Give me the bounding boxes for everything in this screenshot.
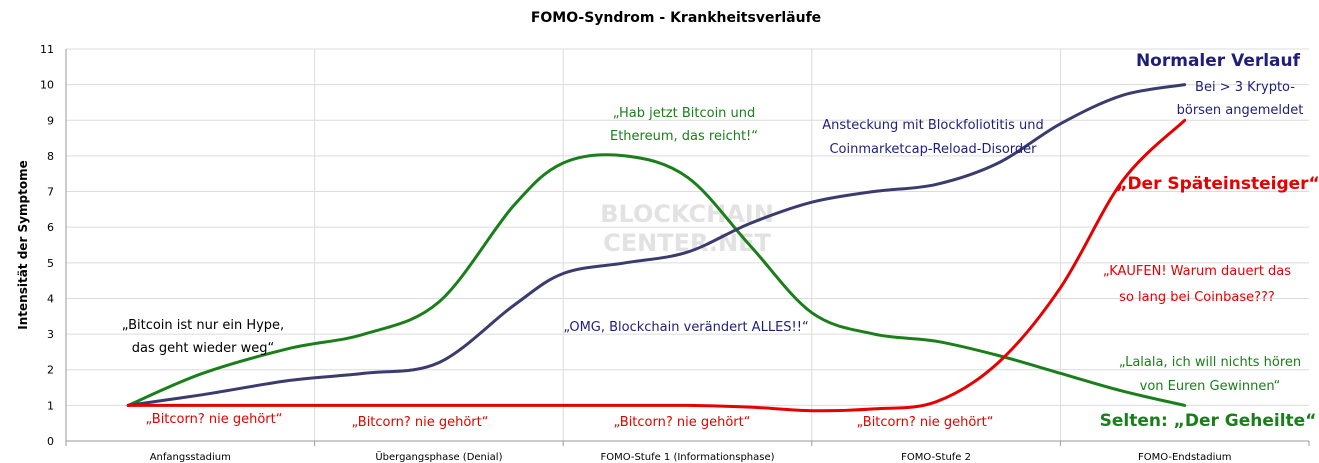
x-tick-label: FOMO-Stufe 1 (Informationsphase)	[600, 452, 774, 463]
x-tick-label: Übergangsphase (Denial)	[375, 450, 502, 463]
y-tick-label: 9	[47, 114, 54, 127]
series-lines	[126, 83, 1187, 413]
annotation-14: „Lalala, ich will nichts hören	[1119, 355, 1301, 370]
y-tick-label: 0	[47, 435, 54, 448]
y-tick-label: 3	[47, 328, 54, 341]
annotation-10: so lang bei Coinbase???	[1119, 290, 1275, 305]
y-tick-label: 6	[47, 221, 54, 234]
annotation-11: „Bitcoin ist nur ein Hype,	[122, 318, 284, 333]
annotations: Normaler Verlauf Bei > 3 Krypto-börsen an…	[122, 51, 1319, 431]
y-tick-label: 1	[47, 399, 54, 412]
y-tick-label: 5	[47, 257, 54, 270]
y-tick-label: 8	[47, 150, 54, 163]
y-tick-label: 4	[47, 292, 54, 305]
annotation-1: Normaler Verlauf	[1136, 51, 1301, 71]
y-tick-label: 10	[40, 79, 54, 92]
annotation-15: von Euren Gewinnen“	[1140, 379, 1281, 394]
x-tick-label: Anfangsstadium	[150, 452, 231, 463]
annotation-2: Bei > 3 Krypto-	[1195, 80, 1295, 95]
series-line-navy	[126, 83, 1187, 407]
annotation-18: „Bitcorn? nie gehört“	[614, 415, 751, 430]
annotation-12: das geht wieder weg“	[132, 341, 274, 356]
x-tick-label: FOMO-Stufe 2	[901, 452, 971, 463]
annotation-17: „Bitcorn? nie gehört“	[352, 415, 489, 430]
watermark-line-1: BLOCKCHAIN	[600, 200, 774, 228]
gridlines	[66, 48, 1309, 442]
x-tick-label: FOMO-Endstadium	[1138, 452, 1231, 463]
chart-title: FOMO-Syndrom - Krankheitsverläufe	[531, 10, 821, 26]
y-axis-label: Intensität der Symptome	[16, 160, 30, 329]
annotation-16: „Bitcorn? nie gehört“	[146, 412, 283, 427]
annotation-6: Ansteckung mit Blockfoliotitis und	[822, 118, 1044, 133]
annotation-4: „Hab jetzt Bitcoin und	[613, 106, 756, 121]
annotation-7: Coinmarketcap-Reload-Disorder	[829, 142, 1037, 157]
x-tick-labels: Anfangsstadium Übergangsphase (Denial) FOM…	[150, 450, 1232, 463]
annotation-3: börsen angemeldet	[1177, 103, 1304, 118]
annotation-20: Selten: „Der Geheilte“	[1100, 411, 1317, 431]
annotation-9: „KAUFEN! Warum dauert das	[1103, 264, 1291, 279]
annotation-13: „OMG, Blockchain verändert ALLES!!“	[563, 320, 808, 335]
y-tick-label: 7	[47, 186, 54, 199]
series-line-red	[126, 118, 1187, 413]
annotation-19: „Bitcorn? nie gehört“	[857, 415, 994, 430]
y-tick-labels: 0 1 2 3 4 5 6 7 8 9 10 11	[40, 43, 54, 448]
y-tick-label: 11	[40, 43, 54, 56]
annotation-5: Ethereum, das reicht!“	[610, 129, 758, 144]
annotation-8: „Der Späteinsteiger“	[1116, 174, 1319, 194]
axes	[65, 49, 1310, 446]
series-line-green	[126, 153, 1187, 407]
y-tick-label: 2	[47, 364, 54, 377]
